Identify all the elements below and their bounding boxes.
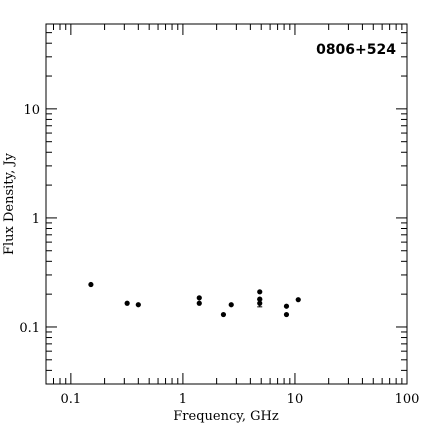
data-point [295,297,301,303]
x-tick-label: 10 [287,392,304,407]
data-point [283,303,290,309]
ticks-layer [45,23,408,385]
data-point [220,311,227,318]
y-tick-label: 10 [23,103,40,118]
data-point [257,289,263,295]
data-point [135,302,141,308]
labels-layer: 0.1 1 10 100 0.1 1 10 [19,103,419,407]
x-tick-label: 100 [395,392,420,407]
data-point [124,300,130,306]
data-point [196,295,202,301]
data-point [257,296,263,302]
points-layer [88,281,301,318]
x-tick-label: 0.1 [61,392,82,407]
data-point [257,300,263,306]
data-point [88,281,94,288]
x-tick-label: 1 [179,392,187,407]
data-point [228,302,234,308]
data-point [196,300,202,306]
y-tick-label: 0.1 [19,321,40,336]
plot-frame [45,23,408,385]
y-tick-label: 1 [32,212,40,227]
x-axis-title: Frequency, GHz [173,409,279,424]
y-axis-title: Flux Density, Jy [2,152,17,255]
data-point [283,311,290,318]
chart-annotation: 0806+524 [316,42,396,58]
